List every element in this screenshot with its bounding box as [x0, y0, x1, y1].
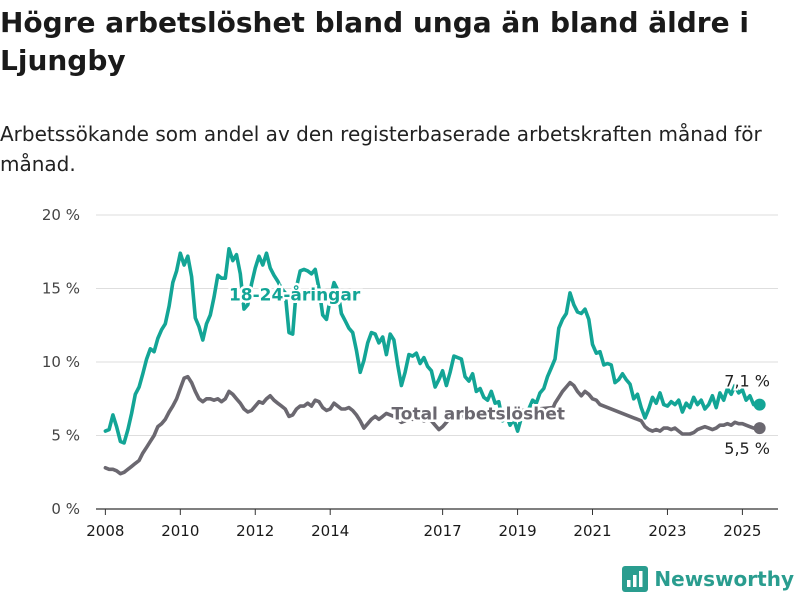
- x-tick-label: 2019: [498, 522, 536, 540]
- series-labels: 7,1 % 18-24-åringar 5,5 % Total arbetslöshe…: [226, 281, 772, 460]
- x-tick-label: 2023: [648, 522, 686, 540]
- x-tick-label: 2008: [86, 522, 124, 540]
- series-line-total: [103, 374, 756, 476]
- x-tick-label: 2010: [161, 522, 199, 540]
- y-tick-label: 5 %: [51, 427, 80, 445]
- x-tick-label: 2021: [573, 522, 611, 540]
- chart-subtitle: Arbetssökande som andel av den registerb…: [0, 122, 762, 176]
- axis-ticks: 0 % 5 % 10 % 15 % 20 % 2008 2010 2012 2014 2017 20…: [42, 206, 762, 540]
- y-tick-label: 15 %: [42, 280, 80, 298]
- y-tick-label: 20 %: [42, 206, 80, 224]
- grid-lines: [96, 214, 778, 510]
- end-value-label-youth: 7,1 %: [724, 372, 770, 391]
- series-label-youth: 18-24-åringar: [229, 283, 361, 305]
- x-tick-label: 2014: [311, 522, 349, 540]
- series-line-youth: [103, 247, 756, 445]
- newsworthy-logo: Newsworthy: [622, 566, 794, 592]
- series-label-total: Total arbetslöshet: [391, 404, 565, 424]
- y-tick-label: 0 %: [51, 500, 80, 518]
- chart-title: Högre arbetslöshet bland unga än bland ä…: [0, 6, 749, 77]
- x-tick-label: 2017: [424, 522, 462, 540]
- brand-name: Newsworthy: [654, 567, 794, 591]
- x-tick-label: 2025: [723, 522, 761, 540]
- end-point-total: [753, 422, 766, 435]
- series-lines: [103, 247, 766, 476]
- y-tick-label: 10 %: [42, 353, 80, 371]
- x-tick-label: 2012: [236, 522, 274, 540]
- bar-chart-logo-icon: [622, 566, 649, 592]
- end-value-label-total: 5,5 %: [724, 439, 770, 458]
- end-point-youth: [753, 398, 766, 411]
